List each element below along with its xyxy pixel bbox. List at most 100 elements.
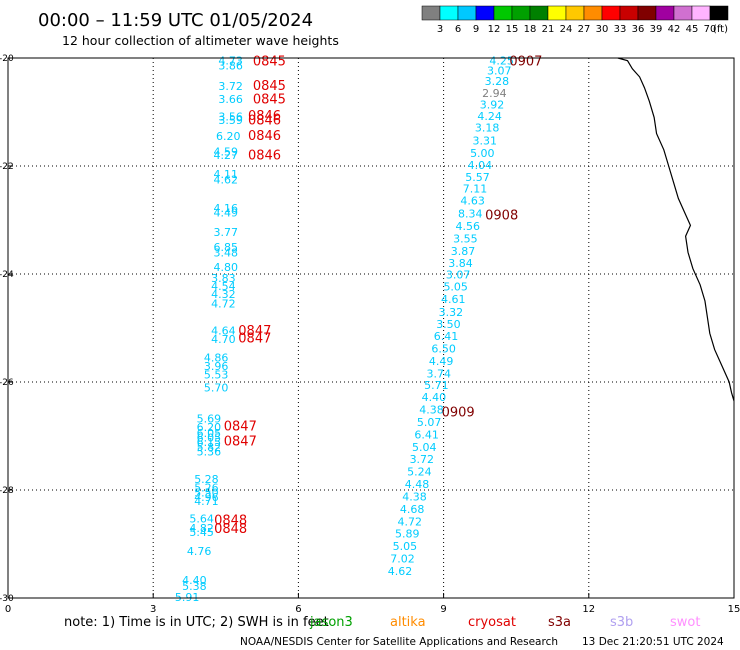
wave-height-label: 3.87: [451, 245, 476, 258]
wave-height-label: 5.07: [417, 416, 442, 429]
wave-height-label: 4.38: [419, 404, 444, 417]
mission-jason3-label: jason3: [309, 615, 353, 630]
mission-cryosat-label: cryosat: [468, 615, 516, 630]
colorbar-label: 33: [614, 24, 627, 35]
wave-height-label: 4.38: [402, 490, 427, 503]
x-tick-label: 6: [295, 604, 301, 615]
chart-title: 00:00 – 11:59 UTC 01/05/2024: [38, 10, 313, 31]
colorbar-label: 21: [542, 24, 555, 35]
colorbar-label: 3: [437, 24, 443, 35]
pass-time-label: 0845: [253, 93, 286, 108]
wave-height-label: 5.45: [189, 526, 214, 539]
wave-height-label: 5.28: [194, 473, 219, 486]
colorbar-label: 24: [560, 24, 573, 35]
wave-height-label: 4.72: [211, 298, 236, 311]
colorbar-swatch: [421, 5, 441, 21]
wave-height-label: 7.02: [390, 553, 415, 566]
colorbar-swatch: [673, 5, 693, 21]
wave-height-label: 5.82: [197, 441, 222, 454]
colorbar-swatch: [439, 5, 459, 21]
pass-time-label: 0909: [442, 406, 475, 421]
x-tick-label: 9: [440, 604, 446, 615]
x-tick-label: 3: [150, 604, 156, 615]
wave-height-label: 6.41: [414, 428, 439, 441]
y-tick-label: -20: [0, 54, 14, 64]
mission-swot-label: swot: [670, 615, 700, 630]
wave-height-label: 6.50: [431, 343, 456, 356]
colorbar-swatch: [691, 5, 711, 21]
wave-height-label: 4.62: [214, 174, 239, 187]
y-tick-label: -26: [0, 378, 14, 388]
wave-height-label: 5.69: [197, 413, 222, 426]
wave-height-label: 8.34: [458, 208, 483, 221]
wave-height-label: 6.05: [197, 427, 222, 440]
wave-height-label: 4.24: [477, 110, 502, 123]
wave-height-label: 4.70: [211, 333, 236, 346]
wave-height-label: 3.18: [475, 122, 500, 135]
plot-border: [7, 57, 735, 599]
x-tick-label: 15: [728, 604, 740, 615]
colorbar-swatch: [601, 5, 621, 21]
colorbar-label: 18: [524, 24, 537, 35]
footer-timestamp: 13 Dec 21:20:51 UTC 2024: [582, 636, 724, 648]
gridlines: [8, 58, 734, 598]
wave-height-label: 4.32: [211, 288, 236, 301]
wave-height-label: 5.89: [395, 528, 420, 541]
wave-height-label: 3.07: [446, 269, 471, 282]
wave-height-label: 3.50: [436, 318, 461, 331]
colorbar-swatch: [583, 5, 603, 21]
wave-height-label: 4.63: [460, 195, 485, 208]
pass-time-label: 0848: [214, 522, 247, 537]
chart-subtitle: 12 hour collection of altimeter wave hei…: [62, 33, 339, 48]
colorbar-legend: 3 6 9 12 15 18 21 24 27 30 33 36 39 42 45 70(ft): [421, 5, 729, 35]
colorbar-label: 42: [668, 24, 681, 35]
pass-time-label: 0847: [224, 434, 257, 449]
wave-height-label: 4.76: [187, 545, 212, 558]
wave-height-label: 7.11: [463, 183, 488, 196]
colorbar-unit: (ft): [713, 24, 728, 35]
wave-height-label: 6.85: [214, 241, 239, 254]
colorbar-swatch: [565, 5, 585, 21]
wave-height-label: 3.56: [218, 110, 243, 123]
wave-height-label: 5.00: [470, 147, 495, 160]
wave-height-label: 4.64: [211, 325, 236, 338]
colorbar-label: 12: [488, 24, 501, 35]
wave-height-label: 5.04: [412, 441, 437, 454]
wave-height-label: 5.71: [424, 379, 449, 392]
wave-height-label: 4.71: [194, 495, 219, 508]
wave-height-label: 3.72: [410, 453, 435, 466]
legend-note: note: 1) Time is in UTC; 2) SWH is in fe…: [64, 615, 329, 630]
colorbar-label: 45: [686, 24, 699, 35]
wave-height-label: 4.62: [388, 565, 413, 578]
wave-height-label: 4.80: [214, 261, 239, 274]
y-tick-label: -22: [0, 162, 14, 172]
colorbar-label: 9: [473, 24, 479, 35]
wave-height-label: 3.31: [472, 135, 497, 148]
footer-credit: NOAA/NESDIS Center for Satellite Applica…: [240, 636, 558, 648]
wave-height-label: 3.07: [487, 64, 512, 77]
wave-height-label: 3.77: [214, 226, 239, 239]
colorbar-label: 39: [650, 24, 663, 35]
x-tick-label: 0: [5, 604, 11, 615]
wave-height-label: 4.27: [214, 149, 239, 162]
wave-height-label: 5.64: [189, 513, 214, 526]
pass-time-label: 0848: [214, 514, 247, 529]
wave-height-label: 4.49: [214, 206, 239, 219]
plot-frame: [7, 57, 735, 599]
wave-height-label: 4.48: [405, 478, 430, 491]
pass-time-label: 0845: [253, 55, 286, 70]
pass-time-label: 0847: [238, 332, 271, 347]
wave-height-label: 4.11: [214, 168, 239, 181]
pass-time-label: 0846: [248, 109, 281, 124]
colorbar-swatch: [655, 5, 675, 21]
colorbar-swatch: [457, 5, 477, 21]
wave-height-label: 3.28: [485, 75, 510, 88]
y-tick-label: -28: [0, 486, 14, 496]
pass-time-label: 0845: [253, 79, 286, 94]
pass-time-label: 0847: [238, 324, 271, 339]
wave-height-label: 4.59: [214, 145, 239, 158]
wave-height-label: 4.16: [214, 202, 239, 215]
wave-height-label: 3.59: [218, 114, 243, 127]
